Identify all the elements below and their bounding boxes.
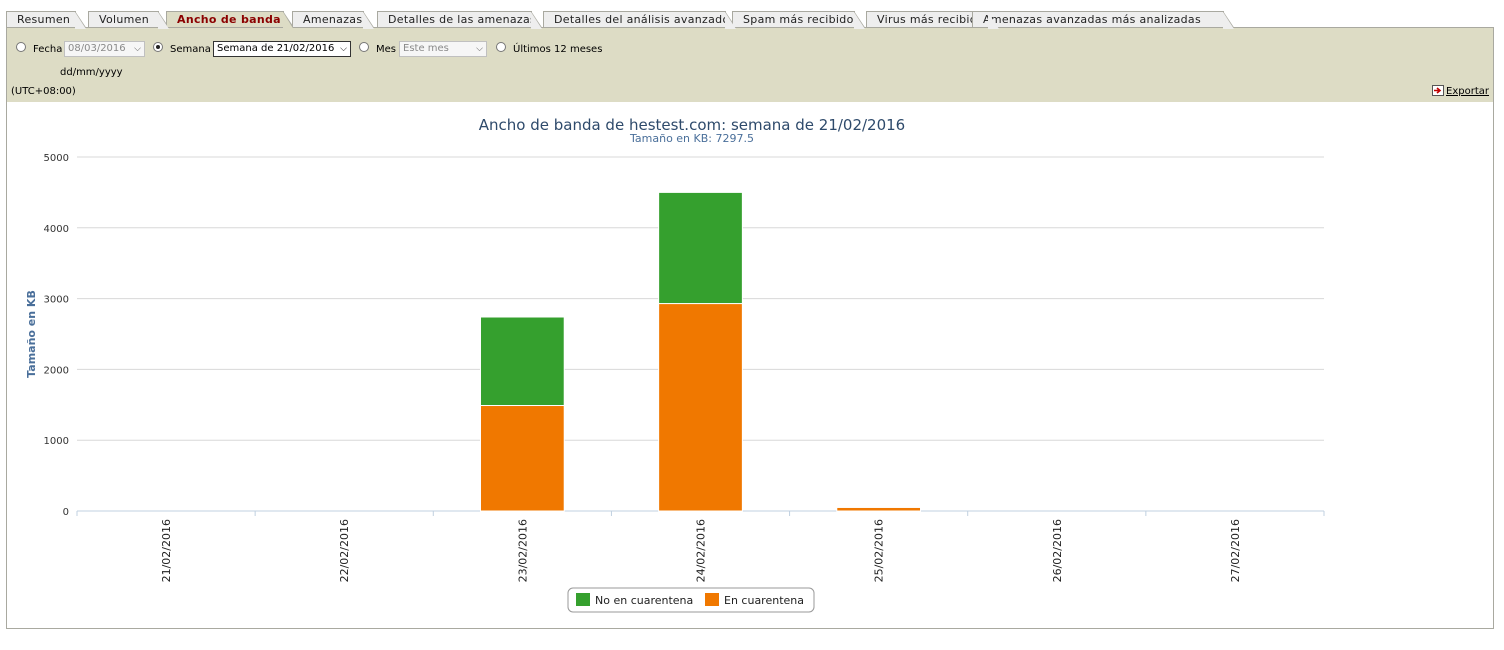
semana-label: Semana xyxy=(170,44,211,55)
legend-label[interactable]: No en cuarentena xyxy=(595,594,693,607)
mes-select[interactable]: Este mes ⌵ xyxy=(399,41,487,57)
bar-segment[interactable] xyxy=(479,316,565,407)
y-tick-label: 5000 xyxy=(44,153,69,164)
mes-select-value: Este mes xyxy=(403,43,449,54)
legend[interactable]: No en cuarentena En cuarentena xyxy=(567,587,815,613)
x-tick-label: 22/02/2016 xyxy=(338,519,351,582)
semana-radio[interactable] xyxy=(153,42,163,52)
legend-box xyxy=(567,587,815,613)
chevron-down-icon: ⌵ xyxy=(476,44,483,54)
chart-panel: Ancho de banda de hestest.com: semana de… xyxy=(6,102,1494,629)
tab-bar: Resumen Volumen Ancho de banda Amenazas … xyxy=(6,11,1494,30)
x-tick-label: 26/02/2016 xyxy=(1051,519,1064,582)
y-tick-label: 0 xyxy=(63,507,69,518)
legend-label[interactable]: En cuarentena xyxy=(724,594,804,607)
chevron-down-icon: ⌵ xyxy=(340,44,347,54)
tab-detalles-analisis-avanzado[interactable]: Detalles del análisis avanzado xyxy=(543,11,737,29)
bandwidth-chart: Ancho de banda de hestest.com: semana de… xyxy=(25,116,1325,613)
tab-detalles-amenazas[interactable]: Detalles de las amenazas xyxy=(377,11,543,29)
bar-segment[interactable] xyxy=(658,303,743,512)
chart-title: Ancho de banda de hestest.com: semana de… xyxy=(479,116,905,134)
x-tick-label: 24/02/2016 xyxy=(695,519,708,582)
bars xyxy=(479,191,922,512)
y-axis: 0 1000 2000 3000 4000 5000 xyxy=(44,153,69,518)
legend-swatch xyxy=(576,593,590,606)
ultimos-12-meses-radio[interactable] xyxy=(496,42,506,52)
semana-select-value: Semana de 21/02/2016 xyxy=(217,43,335,54)
fecha-select[interactable]: 08/03/2016 ⌵ xyxy=(64,41,145,57)
x-tick-label: 27/02/2016 xyxy=(1229,519,1242,582)
x-tick-label: 25/02/2016 xyxy=(873,519,886,582)
x-axis: 21/02/2016 22/02/2016 23/02/2016 24/02/2016… xyxy=(76,511,1325,582)
fecha-label: Fecha xyxy=(33,44,63,55)
timezone-label: (UTC+08:00) xyxy=(11,86,76,97)
export-icon xyxy=(1432,85,1445,96)
semana-select[interactable]: Semana de 21/02/2016 ⌵ xyxy=(213,41,351,57)
y-axis-label: Tamaño en KB xyxy=(25,290,38,378)
tab-amenazas-avanzadas[interactable]: Amenazas avanzadas más analizadas xyxy=(972,11,1235,29)
chevron-down-icon: ⌵ xyxy=(134,44,141,54)
chart-subtitle: Tamaño en KB: 7297.5 xyxy=(629,132,754,145)
y-tick-label: 3000 xyxy=(44,295,69,306)
x-tick-label: 21/02/2016 xyxy=(160,519,173,582)
mes-label: Mes xyxy=(376,44,396,55)
export-label: Exportar xyxy=(1446,86,1489,97)
fecha-select-value: 08/03/2016 xyxy=(68,43,126,54)
x-tick-label: 23/02/2016 xyxy=(516,519,529,582)
filter-bar: Fecha 08/03/2016 ⌵ dd/mm/yyyy Semana Sem… xyxy=(6,27,1494,103)
bar-segment[interactable] xyxy=(479,405,565,512)
fecha-radio[interactable] xyxy=(16,42,26,52)
bar-segment[interactable] xyxy=(836,506,922,512)
y-tick-label: 2000 xyxy=(44,365,69,376)
y-tick-label: 4000 xyxy=(44,224,69,235)
tab-spam-mas-recibido[interactable]: Spam más recibido xyxy=(732,11,866,29)
legend-swatch xyxy=(705,593,719,606)
tab-resumen[interactable]: Resumen xyxy=(6,11,87,29)
export-link[interactable]: Exportar xyxy=(1432,85,1489,97)
mes-radio[interactable] xyxy=(359,42,369,52)
tab-ancho-de-banda[interactable]: Ancho de banda xyxy=(166,11,295,30)
y-tick-label: 1000 xyxy=(44,436,69,447)
tab-amenazas[interactable]: Amenazas xyxy=(292,11,375,29)
ultimos-12-meses-label: Últimos 12 meses xyxy=(513,44,603,55)
fecha-format-hint: dd/mm/yyyy xyxy=(60,67,123,78)
tab-virus-mas-recibidos[interactable]: Virus más recibidos xyxy=(866,11,1000,29)
bar-segment[interactable] xyxy=(658,191,743,305)
tab-volumen[interactable]: Volumen xyxy=(88,11,170,29)
